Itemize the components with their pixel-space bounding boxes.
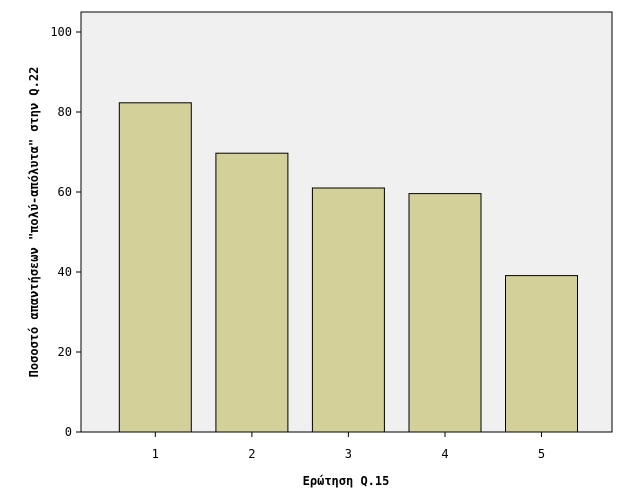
x-tick-label: 3 [345,447,352,461]
y-tick-label: 0 [65,425,72,439]
bar-3 [311,187,385,433]
x-tick-label: 5 [538,447,545,461]
bar-2 [215,152,289,433]
y-tick-label: 100 [50,25,72,39]
bar-5 [505,275,578,433]
x-tick-label: 4 [441,447,448,461]
bar-1 [118,102,192,433]
y-axis-title: Ποσοστό απαντήσεων "πολύ-απόλυτα" στην Q… [27,67,41,378]
x-tick-label: 2 [248,447,255,461]
y-tick-label: 80 [58,105,72,119]
x-tick-label: 1 [152,447,159,461]
y-tick-label: 20 [58,345,72,359]
bars-layer [118,102,578,433]
x-axis-title: Ερώτηση Q.15 [303,474,390,488]
ticks-layer: 1 2 3 4 5 0 20 40 60 80 100 [50,25,545,461]
axes-layer [80,12,612,433]
bar-4 [408,193,482,433]
y-tick-label: 60 [58,185,72,199]
y-tick-label: 40 [58,265,72,279]
